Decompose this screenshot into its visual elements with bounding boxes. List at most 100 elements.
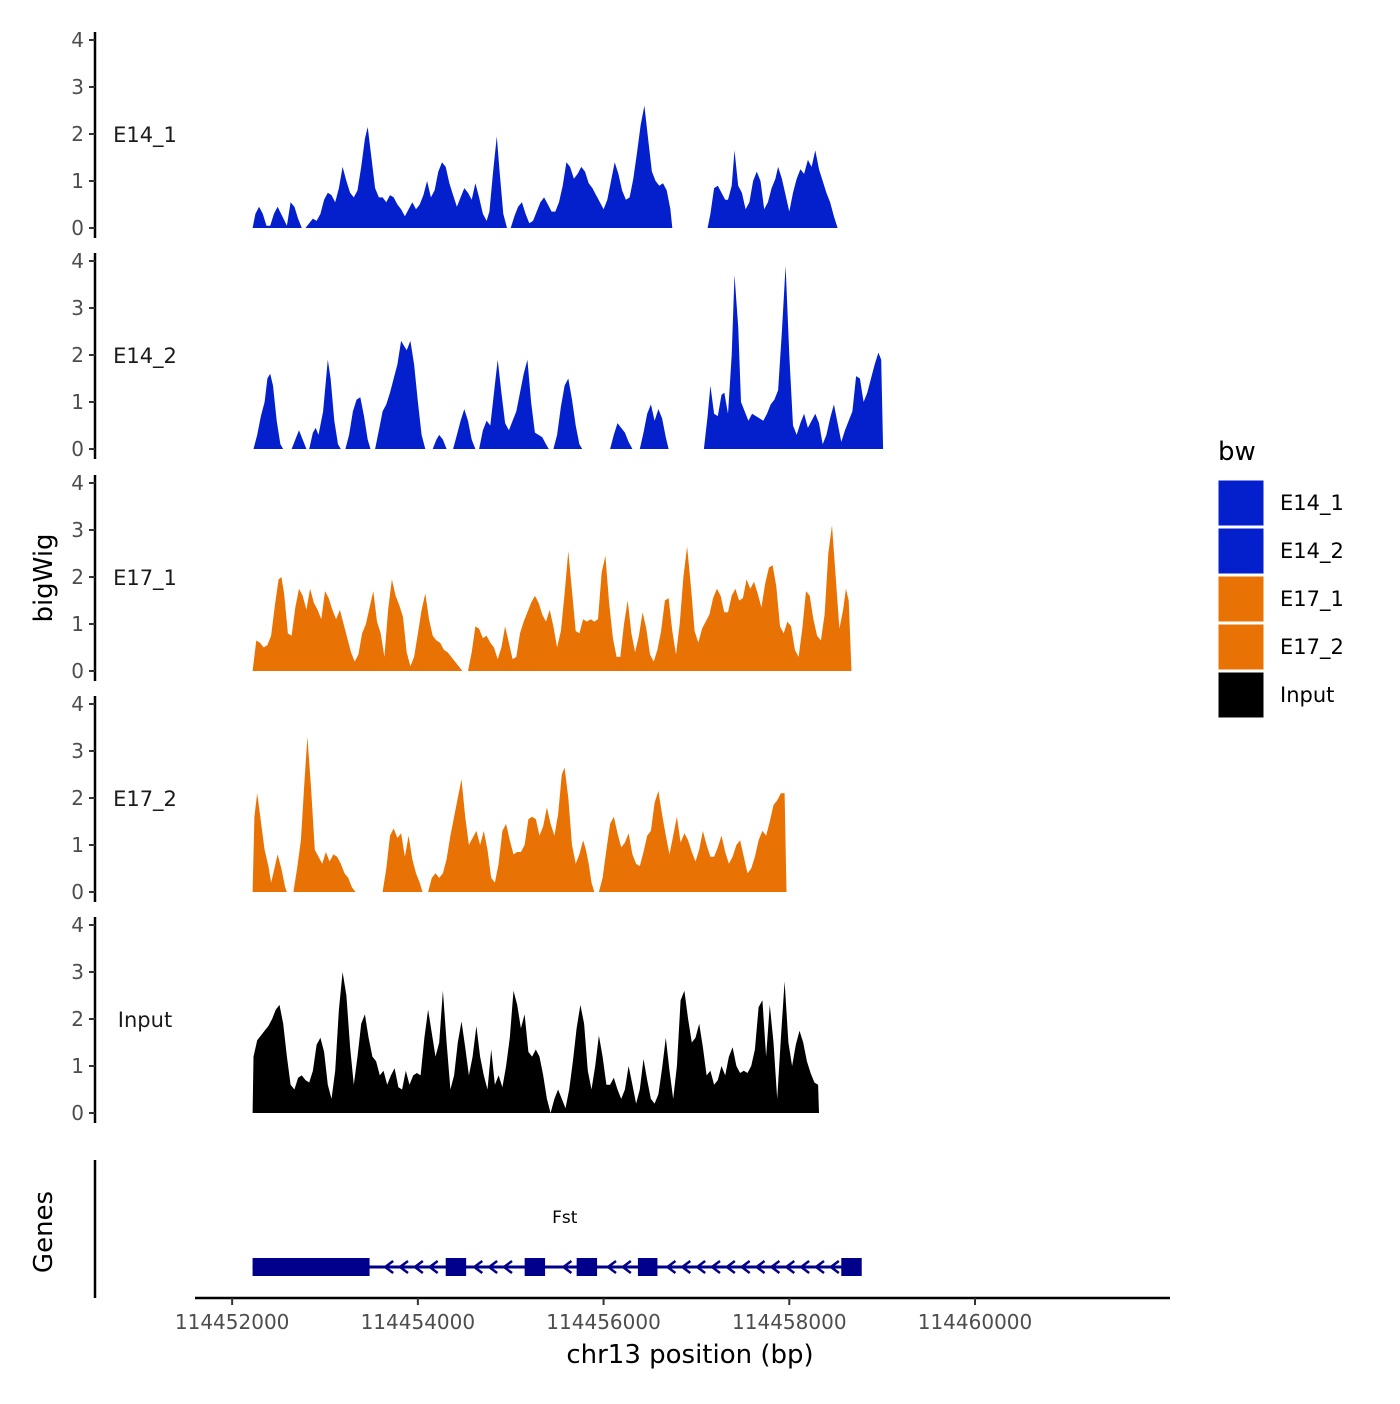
- legend-swatch: [1217, 671, 1265, 719]
- strand-arrow-icon: [561, 1260, 573, 1274]
- x-axis: 114452000 114454000 114456000 114458000 1144…: [175, 1296, 1170, 1334]
- y-tick-label: 1: [71, 612, 84, 636]
- track-E14_1: 0 1 2 3 4 E14_1: [71, 28, 838, 240]
- y-tick-label: 2: [71, 786, 84, 810]
- legend-label: E17_1: [1280, 587, 1344, 612]
- y-tick-label: 3: [71, 296, 84, 320]
- y-tick-label: 2: [71, 565, 84, 589]
- gene-exon: [637, 1258, 658, 1276]
- x-axis-title: chr13 position (bp): [566, 1340, 813, 1370]
- track-E14_2: 0 1 2 3 4 E14_2: [71, 249, 884, 461]
- strand-arrow-icon: [709, 1260, 721, 1274]
- genes-axis-title: Genes: [29, 1191, 59, 1273]
- y-tick-label: 3: [71, 75, 84, 99]
- legend-label: Input: [1280, 683, 1334, 707]
- strand-arrow-icon: [828, 1260, 840, 1274]
- x-tick-label: 114454000: [361, 1310, 476, 1334]
- y-tick-label: 2: [71, 343, 84, 367]
- signal-area: [707, 150, 838, 228]
- track-label: Input: [118, 1008, 172, 1032]
- signal-area: [252, 127, 507, 228]
- y-tick-label: 3: [71, 960, 84, 984]
- y-axis-title: bigWig: [29, 533, 59, 622]
- signal-area: [375, 340, 426, 449]
- y-tick-label: 1: [71, 1054, 84, 1078]
- y-tick-label: 1: [71, 169, 84, 193]
- signal-area: [309, 359, 341, 449]
- track-E17_2: 0 1 2 3 4 E17_2: [71, 692, 787, 904]
- track-panels: 0 1 2 3 4 E14_1 0 1 2 3 4 E14_2 0 1 2 3 4 E17_1 0 1 2 3 4 E17_2…: [71, 28, 884, 1125]
- signal-area: [345, 397, 371, 449]
- signal-area: [610, 423, 633, 449]
- y-tick-label: 2: [71, 122, 84, 146]
- legend: bw E14_1 E14_2 E17_1 E17_2 Input: [1217, 437, 1344, 719]
- strand-arrow-icon: [784, 1260, 796, 1274]
- gene-exon: [576, 1258, 598, 1276]
- strand-arrow-icon: [769, 1260, 781, 1274]
- legend-label: E14_1: [1280, 491, 1344, 516]
- signal-area: [293, 736, 356, 892]
- strand-arrow-icon: [427, 1260, 439, 1274]
- y-tick-label: 1: [71, 390, 84, 414]
- strand-arrow-icon: [412, 1260, 424, 1274]
- signal-area: [453, 409, 476, 449]
- gene-exon: [841, 1258, 862, 1276]
- signal-area: [382, 828, 423, 892]
- strand-arrow-icon: [739, 1260, 751, 1274]
- legend-title: bw: [1218, 437, 1256, 467]
- y-tick-label: 4: [71, 249, 84, 273]
- signal-area: [252, 525, 852, 671]
- strand-arrow-icon: [813, 1260, 825, 1274]
- gene-exon: [252, 1258, 370, 1276]
- strand-arrow-icon: [487, 1260, 498, 1274]
- strand-arrow-icon: [620, 1260, 632, 1274]
- y-tick-label: 0: [71, 880, 84, 904]
- strand-arrow-icon: [605, 1260, 617, 1274]
- y-tick-label: 3: [71, 739, 84, 763]
- legend-swatch: [1217, 623, 1265, 671]
- y-tick-label: 4: [71, 471, 84, 495]
- signal-area: [291, 430, 307, 449]
- strand-arrow-icon: [680, 1260, 692, 1274]
- signal-area: [598, 791, 787, 892]
- strand-arrow-icon: [472, 1260, 484, 1274]
- signal-area: [703, 265, 884, 449]
- y-tick-label: 4: [71, 692, 84, 716]
- y-tick-label: 1: [71, 833, 84, 857]
- signal-area: [639, 404, 669, 449]
- strand-arrow-icon: [754, 1260, 766, 1274]
- strand-arrow-icon: [799, 1260, 810, 1274]
- legend-label: E17_2: [1280, 635, 1344, 660]
- y-tick-label: 0: [71, 1101, 84, 1125]
- signal-area: [428, 767, 595, 892]
- gene-exon: [445, 1258, 467, 1276]
- signal-area: [432, 434, 447, 449]
- y-tick-label: 0: [71, 216, 84, 240]
- strand-arrow-icon: [397, 1260, 409, 1274]
- y-tick-label: 4: [71, 913, 84, 937]
- x-tick-label: 114458000: [732, 1310, 847, 1334]
- signal-area: [510, 105, 673, 228]
- strand-arrow-icon: [501, 1260, 513, 1274]
- track-E17_1: 0 1 2 3 4 E17_1: [71, 471, 852, 683]
- legend-label: E14_2: [1280, 539, 1344, 564]
- y-tick-label: 0: [71, 437, 84, 461]
- track-label: E14_1: [113, 123, 177, 148]
- signal-area: [479, 359, 549, 449]
- signal-area: [253, 373, 284, 449]
- y-tick-label: 2: [71, 1007, 84, 1031]
- x-tick-label: 114460000: [918, 1310, 1033, 1334]
- track-label: E17_2: [113, 787, 177, 812]
- legend-swatch: [1217, 479, 1265, 527]
- gene-name-label: Fst: [552, 1208, 578, 1228]
- legend-swatch: [1217, 527, 1265, 575]
- gene-exon: [524, 1258, 546, 1276]
- signal-area: [553, 378, 583, 449]
- legend-swatch: [1217, 575, 1265, 623]
- gene-panel: Fst: [93, 1160, 862, 1298]
- signal-area: [252, 972, 820, 1113]
- x-tick-label: 114456000: [546, 1310, 661, 1334]
- y-tick-label: 0: [71, 659, 84, 683]
